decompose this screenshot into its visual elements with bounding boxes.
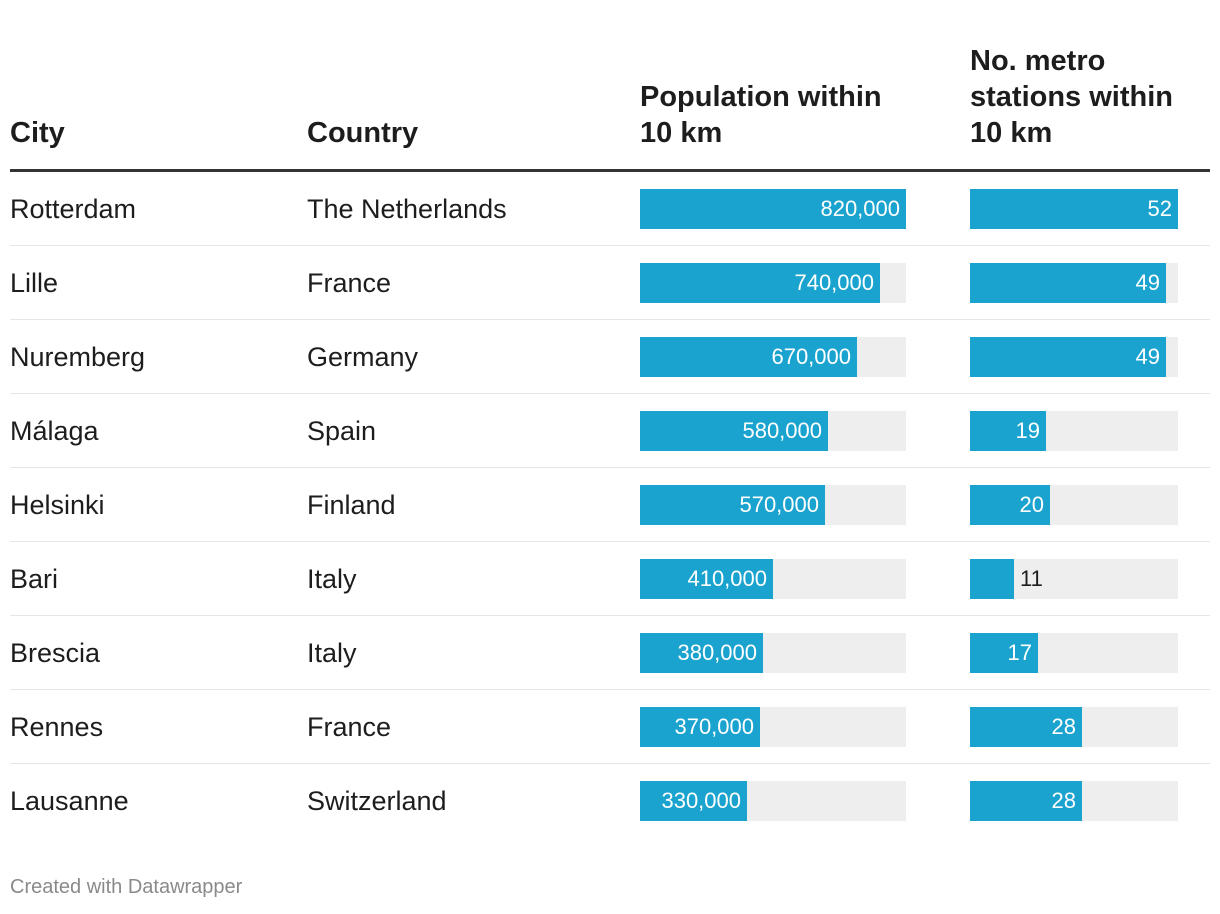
- population-bar-track: 410,000: [640, 559, 906, 599]
- metro-stations-value-label: 20: [1019, 492, 1044, 517]
- country-cell: The Netherlands: [307, 194, 507, 224]
- header-metro-stations[interactable]: No. metro stations within 10 km: [970, 45, 1173, 149]
- footer-credit: Created with Datawrapper: [10, 876, 243, 898]
- population-bar[interactable]: [640, 411, 828, 451]
- population-bar-track: 570,000: [640, 485, 906, 525]
- population-bar-track: 580,000: [640, 411, 906, 451]
- metro-stations-bar-track: 49: [970, 337, 1178, 377]
- metro-stations-bar[interactable]: [970, 559, 1014, 599]
- population-bar-track: 740,000: [640, 263, 906, 303]
- country-cell: France: [307, 712, 392, 742]
- header-country[interactable]: Country: [307, 117, 419, 149]
- population-bar[interactable]: [640, 781, 747, 821]
- country-cell: Switzerland: [307, 786, 447, 816]
- table-row: Lille France 740,000 49: [10, 246, 1210, 320]
- metro-stations-value-label: 49: [1135, 270, 1160, 295]
- table-row: Málaga Spain 580,000 19: [10, 394, 1210, 468]
- metro-stations-bar-track: 28: [970, 781, 1178, 821]
- city-cell: Nuremberg: [10, 342, 146, 372]
- population-bar[interactable]: [640, 337, 857, 377]
- population-value-label: 410,000: [687, 566, 767, 591]
- table-row: Lausanne Switzerland 330,000 28: [10, 764, 1210, 838]
- city-cell: Lausanne: [10, 786, 129, 816]
- population-bar[interactable]: [640, 189, 906, 229]
- population-bar[interactable]: [640, 707, 760, 747]
- population-value-label: 740,000: [794, 270, 874, 295]
- metro-stations-bar[interactable]: [970, 485, 1050, 525]
- population-value-label: 580,000: [742, 418, 822, 443]
- country-cell: Spain: [307, 416, 377, 446]
- population-value-label: 370,000: [674, 714, 754, 739]
- metro-stations-bar[interactable]: [970, 633, 1038, 673]
- population-value-label: 380,000: [677, 640, 757, 665]
- country-cell: Finland: [307, 490, 396, 520]
- header-city[interactable]: City: [10, 117, 65, 149]
- table-row: Nuremberg Germany 670,000 49: [10, 320, 1210, 394]
- metro-stations-value-label: 19: [1015, 418, 1040, 443]
- population-bar[interactable]: [640, 485, 825, 525]
- metro-stations-bar[interactable]: [970, 263, 1166, 303]
- population-value-label: 670,000: [771, 344, 851, 369]
- population-bar-track: 670,000: [640, 337, 906, 377]
- population-bar-track: 380,000: [640, 633, 906, 673]
- city-cell: Málaga: [10, 416, 99, 446]
- population-value-label: 330,000: [661, 788, 741, 813]
- metro-stations-bar-track: 17: [970, 633, 1178, 673]
- population-value-label: 570,000: [739, 492, 819, 517]
- population-bar-track: 820,000: [640, 189, 906, 229]
- country-cell: France: [307, 268, 392, 298]
- metro-stations-value-label: 28: [1051, 788, 1076, 813]
- metro-stations-value-label: 17: [1007, 640, 1032, 665]
- country-cell: Italy: [307, 564, 357, 594]
- country-cell: Germany: [307, 342, 419, 372]
- population-bar[interactable]: [640, 263, 880, 303]
- city-cell: Helsinki: [10, 490, 105, 520]
- metro-stations-bar-track: 49: [970, 263, 1178, 303]
- metro-stations-bar[interactable]: [970, 411, 1046, 451]
- city-cell: Bari: [10, 564, 59, 594]
- metro-stations-bar[interactable]: [970, 781, 1082, 821]
- table-body: Rotterdam The Netherlands 820,000 52 Lille Fr…: [10, 172, 1210, 838]
- metro-stations-value-label: 52: [1147, 196, 1172, 221]
- table-row: Bari Italy 410,000 11: [10, 542, 1210, 616]
- table-header: City Country Population within 10 km No.…: [10, 0, 1210, 172]
- metro-stations-value-label: 11: [1020, 566, 1043, 591]
- city-cell: Rotterdam: [10, 194, 137, 224]
- metro-stations-bar-track: 20: [970, 485, 1178, 525]
- metro-stations-bar-track: 19: [970, 411, 1178, 451]
- table-row: Rotterdam The Netherlands 820,000 52: [10, 172, 1210, 246]
- data-table: City Country Population within 10 km No.…: [10, 0, 1210, 838]
- metro-stations-value-label: 49: [1135, 344, 1160, 369]
- country-cell: Italy: [307, 638, 357, 668]
- metro-stations-bar-track: 52: [970, 189, 1178, 229]
- metro-stations-bar[interactable]: [970, 707, 1082, 747]
- city-cell: Lille: [10, 268, 59, 298]
- city-cell: Rennes: [10, 712, 104, 742]
- population-value-label: 820,000: [820, 196, 900, 221]
- metro-stations-bar[interactable]: [970, 337, 1166, 377]
- header-population[interactable]: Population within 10 km: [640, 81, 882, 149]
- population-bar[interactable]: [640, 633, 763, 673]
- population-bar-track: 370,000: [640, 707, 906, 747]
- population-bar[interactable]: [640, 559, 773, 599]
- table-row: Rennes France 370,000 28: [10, 690, 1210, 764]
- table-row: Brescia Italy 380,000 17: [10, 616, 1210, 690]
- population-bar-track: 330,000: [640, 781, 906, 821]
- metro-stations-value-label: 28: [1051, 714, 1076, 739]
- metro-stations-bar-track: 11: [970, 559, 1178, 599]
- table-row: Helsinki Finland 570,000 20: [10, 468, 1210, 542]
- city-cell: Brescia: [10, 638, 101, 668]
- metro-stations-bar-track: 28: [970, 707, 1178, 747]
- metro-stations-bar[interactable]: [970, 189, 1178, 229]
